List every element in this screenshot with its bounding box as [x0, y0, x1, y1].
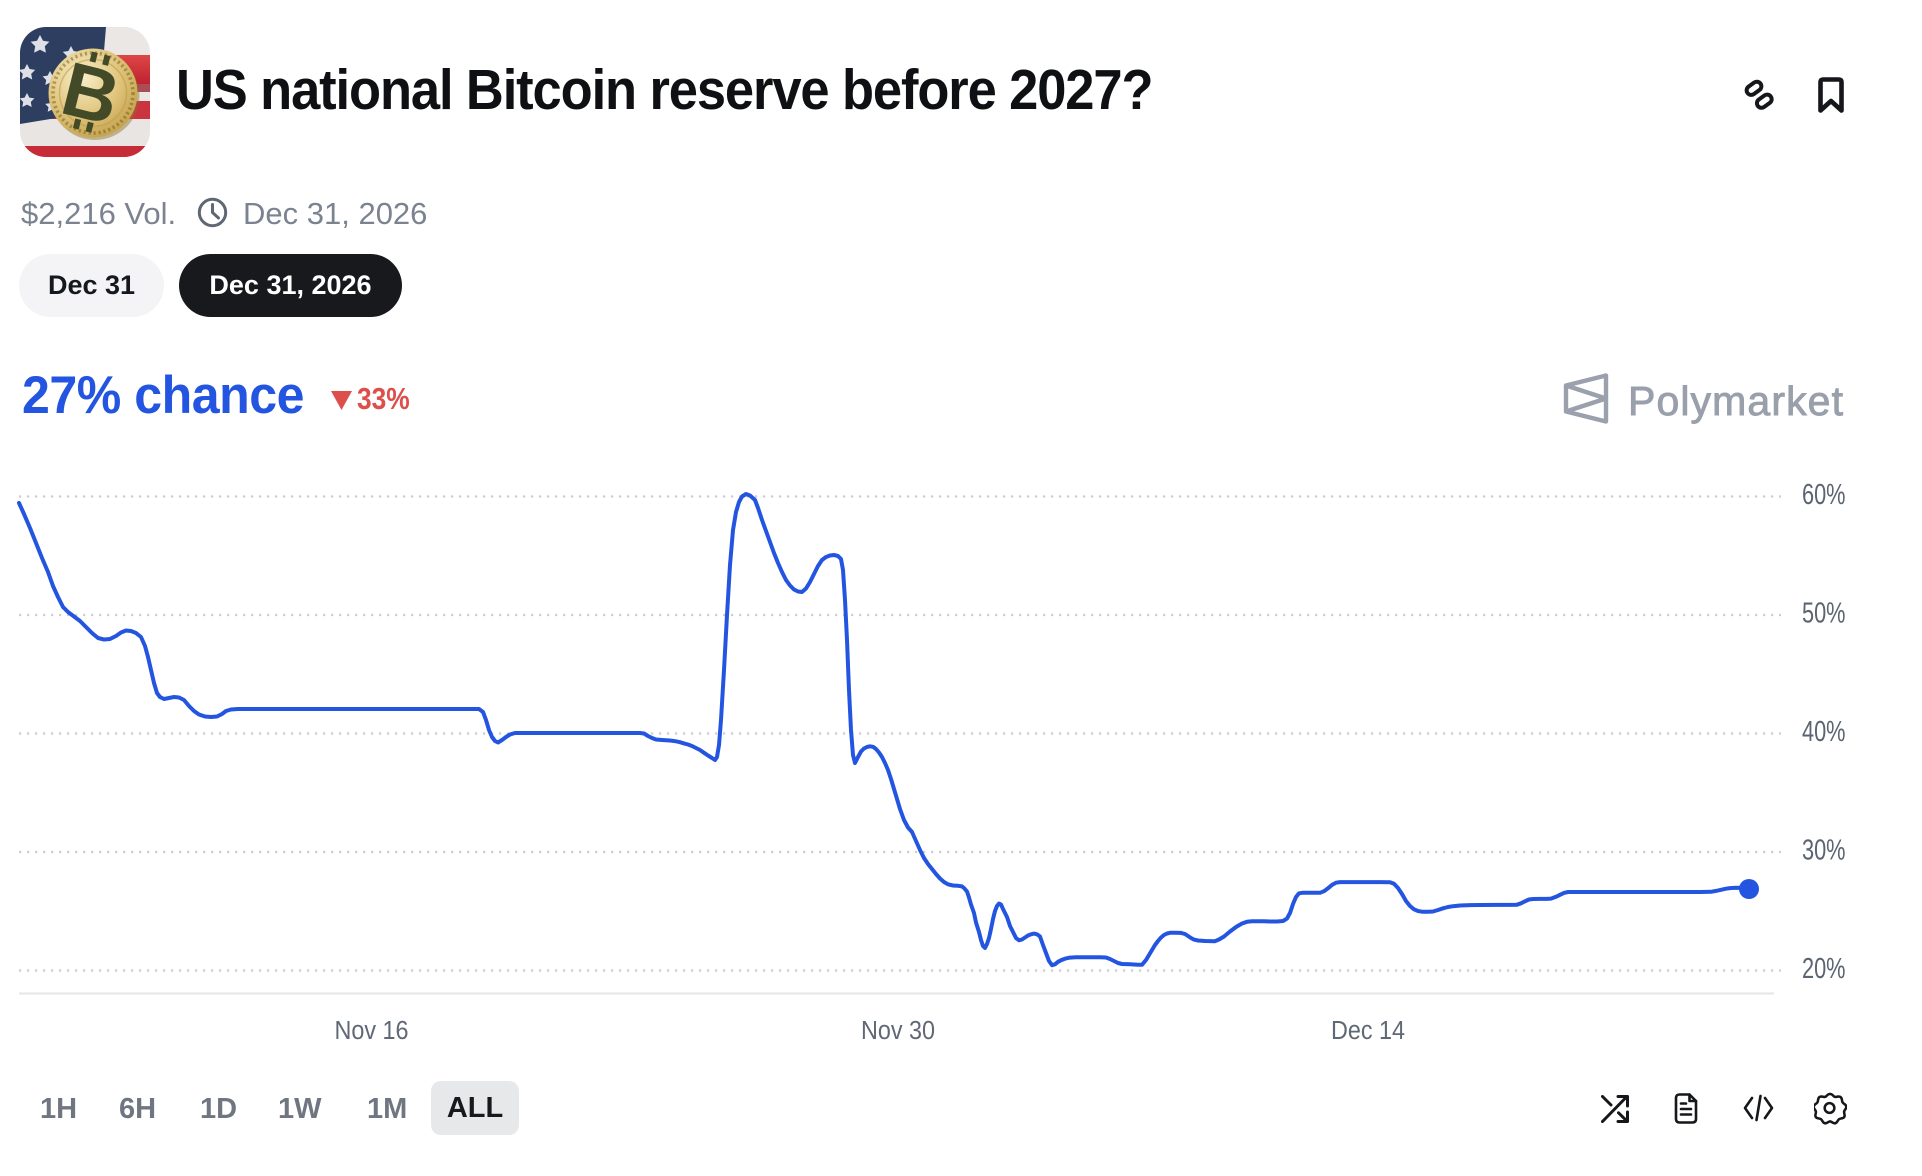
svg-text:60%: 60%	[1802, 479, 1846, 511]
svg-text:50%: 50%	[1802, 598, 1846, 630]
svg-text:30%: 30%	[1802, 835, 1846, 867]
svg-text:Nov 16: Nov 16	[335, 1017, 409, 1045]
svg-text:20%: 20%	[1802, 953, 1846, 985]
svg-text:Nov 30: Nov 30	[861, 1017, 935, 1045]
svg-text:40%: 40%	[1802, 716, 1846, 748]
svg-text:Dec 14: Dec 14	[1331, 1017, 1405, 1045]
